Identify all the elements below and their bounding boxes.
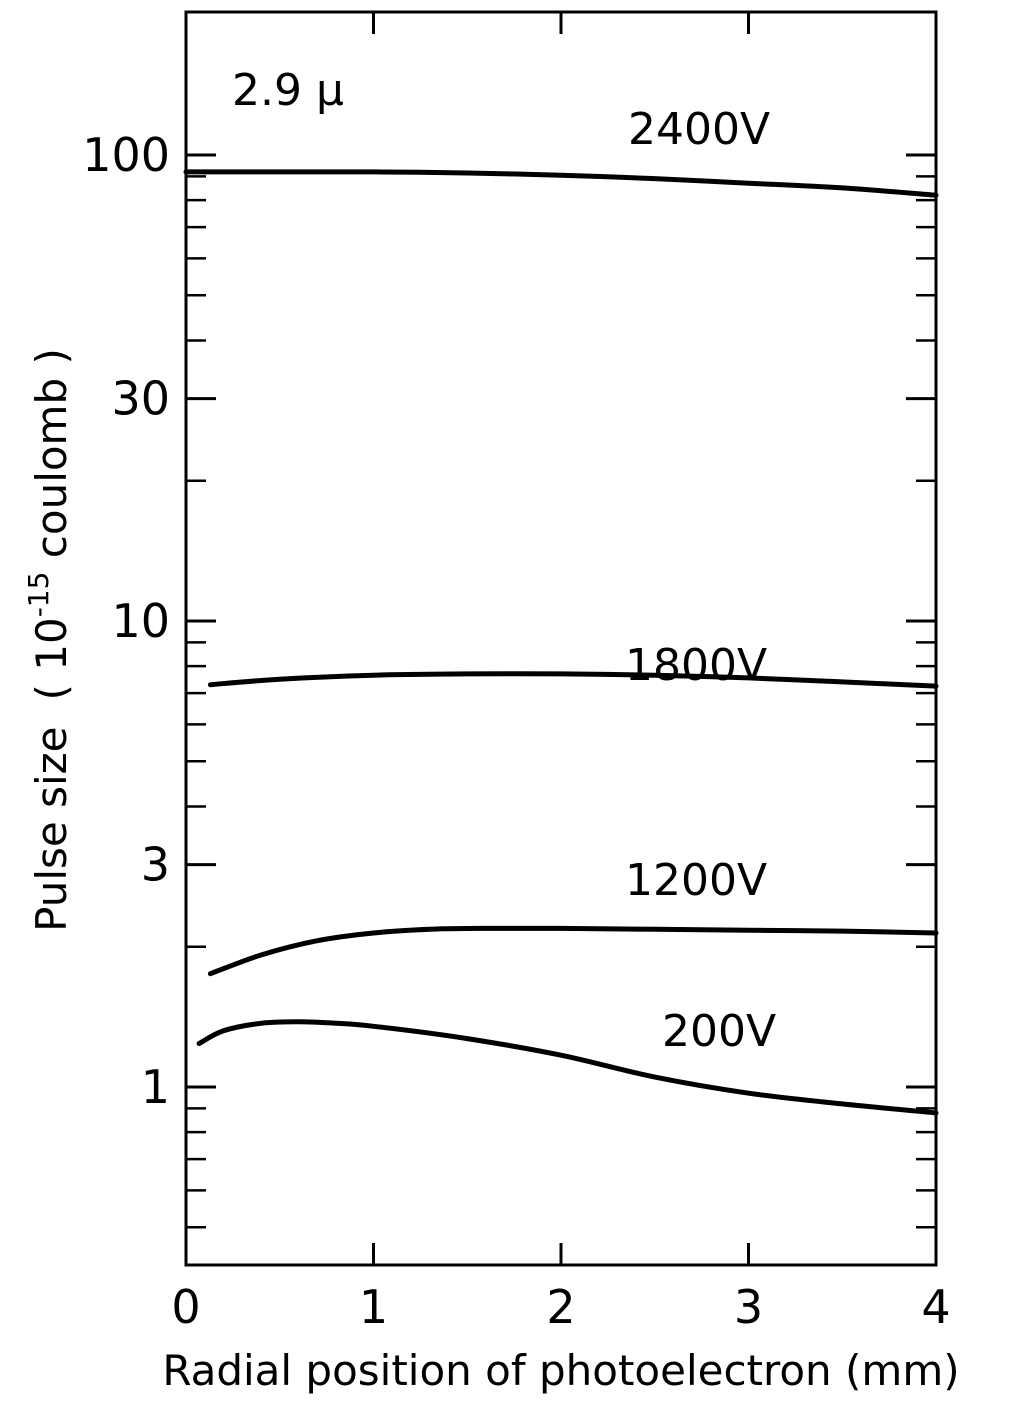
- ticks-layer: [184, 12, 938, 1265]
- annotation-text: 2.9 μ: [232, 65, 344, 116]
- x-tick-label-2: 2: [546, 1280, 575, 1334]
- x-tick-label-1: 1: [359, 1280, 388, 1334]
- y-tick-label-3: 30: [111, 372, 170, 426]
- series-label-200v: 200V: [662, 1006, 776, 1057]
- y-axis-unit: ( 10: [27, 617, 76, 700]
- series-label-1200v: 1200V: [625, 855, 767, 906]
- x-tick-label-4: 4: [921, 1280, 950, 1334]
- series-line-200v: [196, 1019, 939, 1116]
- y-tick-label-1: 3: [141, 838, 170, 892]
- y-axis-unit-exponent: -15: [22, 572, 55, 618]
- series-line-2400v: [183, 169, 939, 198]
- y-axis-unit-tail: coulomb ): [27, 348, 76, 571]
- series-line-1200v: [207, 925, 939, 977]
- series-labels-layer: 2400V 1800V 1200V 200V: [625, 104, 776, 1057]
- y-tick-label-2: 10: [111, 594, 170, 648]
- x-axis-title: Radial position of photoelectron (mm): [162, 1346, 959, 1395]
- y-axis-title-main: Pulse size: [27, 726, 76, 931]
- plot-frame: [184, 10, 938, 1267]
- series-label-2400v: 2400V: [628, 104, 770, 155]
- y-axis-title: Pulse size ( 10-15 coulomb ): [22, 348, 76, 932]
- y-tick-label-4: 100: [82, 128, 170, 182]
- series-line-1800v: [207, 671, 939, 689]
- series-label-1800v: 1800V: [625, 640, 767, 691]
- y-tick-label-0: 1: [141, 1060, 170, 1114]
- series-layer: [183, 169, 939, 1116]
- tick-labels-layer: 0 1 2 3 4 1 3 10 30 100: [82, 128, 950, 1334]
- x-tick-label-3: 3: [734, 1280, 763, 1334]
- x-tick-label-0: 0: [171, 1280, 200, 1334]
